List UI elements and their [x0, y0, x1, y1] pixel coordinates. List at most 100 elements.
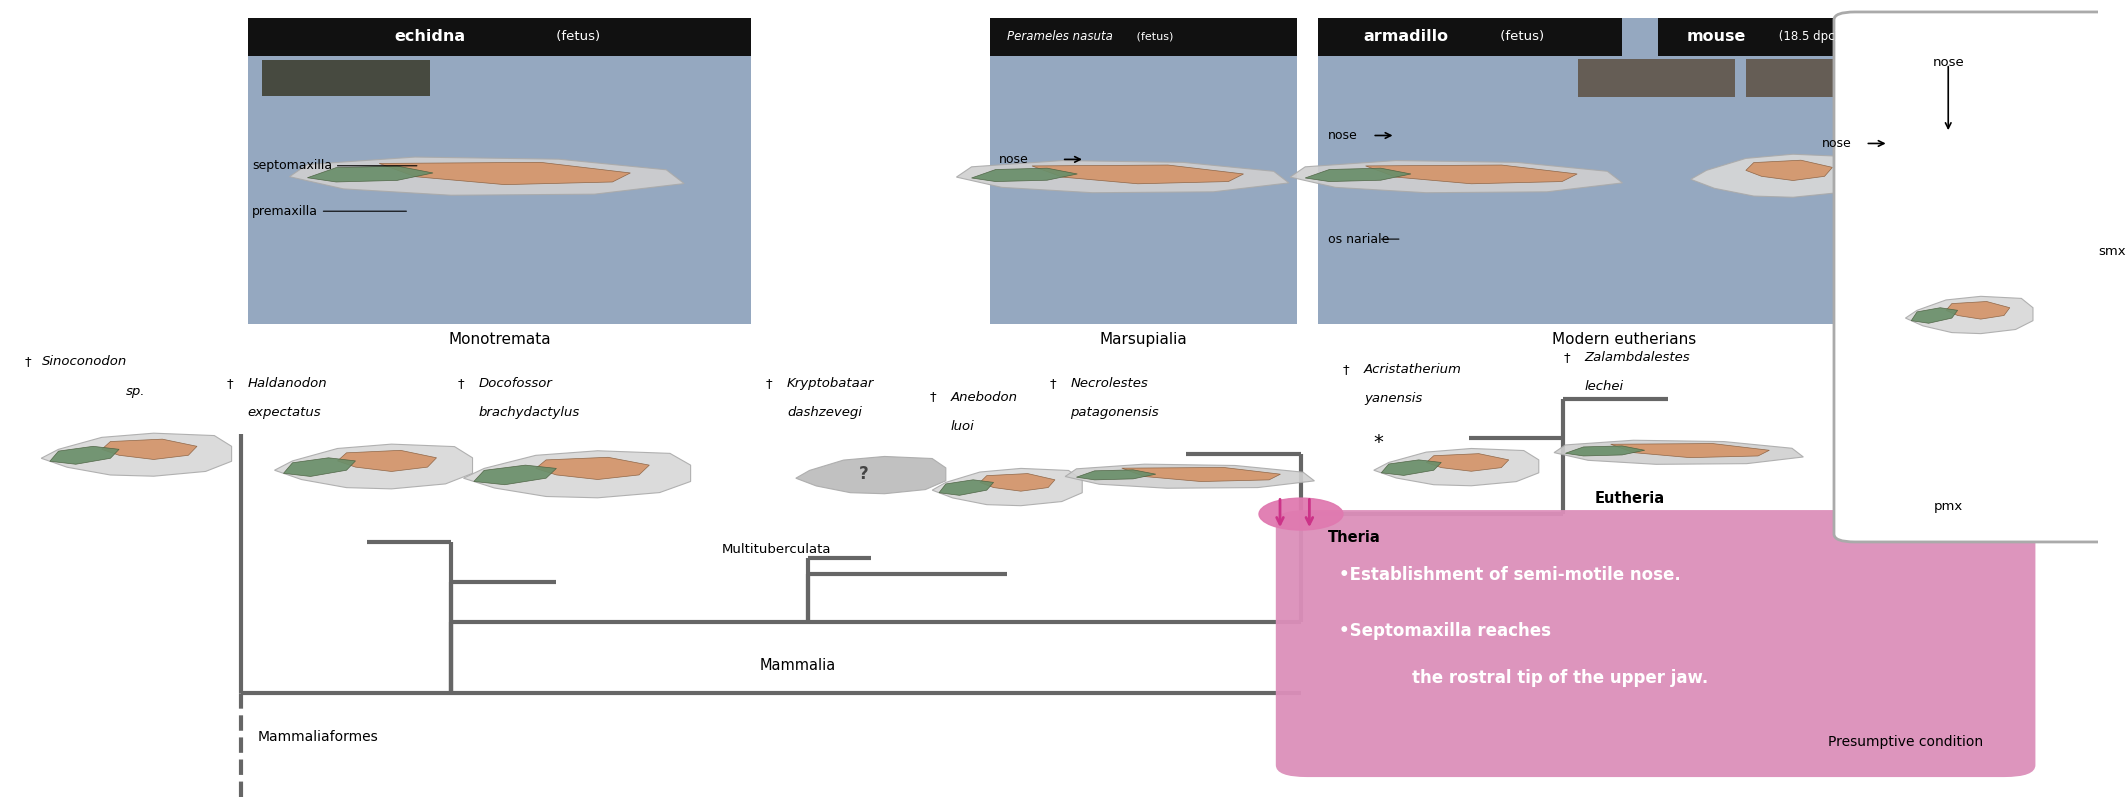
- Polygon shape: [536, 457, 648, 480]
- Polygon shape: [1911, 308, 1958, 324]
- Polygon shape: [1365, 165, 1577, 184]
- Text: Haldanodon: Haldanodon: [247, 377, 327, 390]
- Text: †: †: [765, 377, 772, 390]
- Polygon shape: [1745, 160, 1833, 181]
- Polygon shape: [308, 166, 434, 182]
- Text: †: †: [1050, 377, 1057, 390]
- Text: patagonensis: patagonensis: [1069, 406, 1159, 419]
- Text: Eutheria: Eutheria: [1594, 491, 1665, 505]
- Bar: [1318, 18, 1622, 56]
- Bar: [261, 60, 429, 96]
- Text: Docofossor: Docofossor: [478, 377, 553, 390]
- Text: nose: nose: [1329, 129, 1359, 142]
- Text: Monotremata: Monotremata: [449, 332, 551, 347]
- Text: premaxilla: premaxilla: [251, 205, 406, 218]
- Circle shape: [1259, 498, 1344, 530]
- Text: Zalambdalestes: Zalambdalestes: [1584, 351, 1690, 363]
- Polygon shape: [463, 451, 691, 498]
- Bar: [991, 18, 1297, 56]
- Text: †: †: [457, 377, 463, 390]
- Polygon shape: [1373, 449, 1539, 486]
- Text: dashzevegi: dashzevegi: [787, 406, 861, 419]
- Polygon shape: [289, 157, 685, 195]
- Bar: [1658, 18, 1930, 56]
- Text: nose: nose: [1822, 137, 1852, 150]
- Polygon shape: [795, 457, 946, 493]
- Polygon shape: [1382, 460, 1441, 475]
- Text: Perameles nasuta: Perameles nasuta: [1008, 30, 1112, 43]
- Polygon shape: [1123, 468, 1280, 481]
- Text: ?: ?: [859, 465, 870, 483]
- Text: (fetus): (fetus): [553, 30, 600, 43]
- Text: Anebodon: Anebodon: [950, 391, 1018, 403]
- Text: Presumptive condition: Presumptive condition: [1828, 735, 1984, 749]
- Polygon shape: [283, 457, 355, 477]
- Text: *: *: [1373, 433, 1384, 452]
- Text: expectatus: expectatus: [247, 406, 321, 419]
- Bar: [247, 18, 750, 56]
- Text: (18.5 dpc): (18.5 dpc): [1775, 30, 1839, 43]
- Polygon shape: [931, 469, 1082, 506]
- Text: armadillo: armadillo: [1363, 29, 1448, 44]
- Polygon shape: [1945, 301, 2009, 319]
- Bar: [1745, 59, 1913, 97]
- Text: †: †: [1344, 363, 1350, 375]
- Polygon shape: [1065, 464, 1314, 489]
- Polygon shape: [102, 439, 198, 459]
- Text: nose: nose: [1933, 56, 1964, 69]
- Text: pmx: pmx: [1935, 500, 1962, 512]
- Text: Theria: Theria: [1329, 530, 1382, 545]
- Polygon shape: [1905, 296, 2032, 334]
- Polygon shape: [1305, 168, 1412, 182]
- Polygon shape: [1554, 440, 1803, 465]
- Bar: [991, 18, 1297, 324]
- Polygon shape: [1076, 469, 1157, 480]
- Polygon shape: [1031, 165, 1244, 184]
- Polygon shape: [474, 465, 557, 485]
- Polygon shape: [957, 160, 1288, 193]
- Polygon shape: [972, 168, 1078, 182]
- Text: Mammalia: Mammalia: [759, 658, 836, 673]
- Polygon shape: [40, 434, 232, 477]
- Text: Acristatherium: Acristatherium: [1365, 363, 1463, 375]
- Text: smx: smx: [2098, 245, 2126, 257]
- Text: Modern eutherians: Modern eutherians: [1552, 332, 1697, 347]
- Text: †: †: [1563, 351, 1569, 363]
- Polygon shape: [49, 446, 119, 464]
- Text: Marsupialia: Marsupialia: [1099, 332, 1188, 347]
- Text: (fetus): (fetus): [1133, 32, 1174, 41]
- Text: sp.: sp.: [125, 385, 145, 398]
- Text: Kryptobataar: Kryptobataar: [787, 377, 874, 390]
- Polygon shape: [1690, 155, 1865, 197]
- Text: lechei: lechei: [1584, 380, 1624, 393]
- Text: yanensis: yanensis: [1365, 392, 1422, 405]
- Polygon shape: [338, 450, 436, 472]
- Text: nose: nose: [999, 153, 1029, 166]
- Text: luoi: luoi: [950, 420, 974, 433]
- FancyBboxPatch shape: [1276, 510, 2035, 777]
- Text: Mammaliaformes: Mammaliaformes: [257, 730, 378, 744]
- Text: the rostral tip of the upper jaw.: the rostral tip of the upper jaw.: [1412, 669, 1709, 688]
- Text: †: †: [26, 355, 36, 367]
- Text: Sinoconodon: Sinoconodon: [43, 355, 128, 367]
- Bar: [1318, 18, 1930, 324]
- Polygon shape: [1427, 453, 1509, 471]
- Polygon shape: [274, 444, 472, 489]
- Text: Necrolestes: Necrolestes: [1069, 377, 1148, 390]
- Text: •Septomaxilla reaches: •Septomaxilla reaches: [1339, 622, 1550, 640]
- FancyBboxPatch shape: [1835, 12, 2126, 542]
- Polygon shape: [980, 473, 1054, 491]
- Text: brachydactylus: brachydactylus: [478, 406, 580, 419]
- Text: mouse: mouse: [1686, 29, 1745, 44]
- Text: (fetus): (fetus): [1497, 30, 1543, 43]
- Text: Multituberculata: Multituberculata: [721, 544, 831, 556]
- Text: •Establishment of semi-motile nose.: •Establishment of semi-motile nose.: [1339, 566, 1680, 584]
- Text: echidna: echidna: [395, 29, 466, 44]
- Polygon shape: [378, 163, 629, 185]
- Polygon shape: [1612, 444, 1769, 457]
- Bar: [247, 18, 750, 324]
- Bar: [1577, 59, 1735, 97]
- Polygon shape: [1565, 446, 1646, 456]
- Text: os nariale: os nariale: [1329, 233, 1390, 245]
- Polygon shape: [940, 480, 993, 496]
